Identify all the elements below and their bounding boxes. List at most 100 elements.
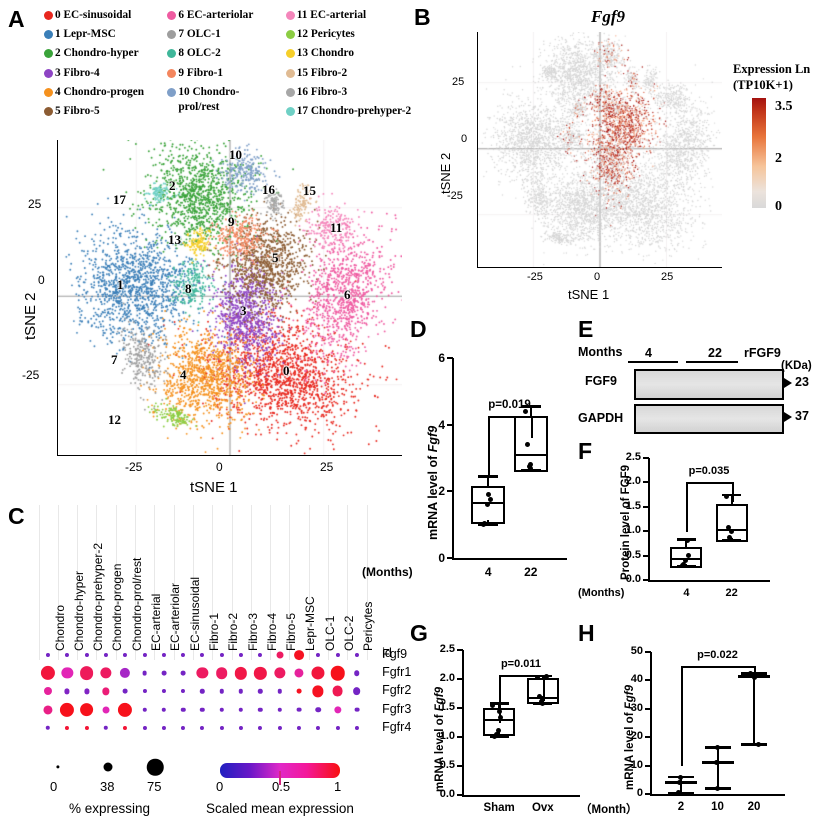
size-legend-dot bbox=[56, 765, 60, 769]
x-category-label: 2 bbox=[677, 801, 685, 813]
dot-plot-dot bbox=[161, 670, 167, 676]
sig-bracket-right bbox=[731, 482, 734, 502]
y-tick-label: 6 bbox=[438, 351, 445, 365]
size-legend-tick: 75 bbox=[147, 779, 162, 794]
dot-plot-dot bbox=[219, 707, 224, 712]
cluster-label-17: 17 bbox=[113, 192, 126, 207]
y-axis bbox=[650, 652, 652, 795]
data-point bbox=[486, 492, 492, 498]
blot-row-label-fgf9: FGF9 bbox=[585, 374, 617, 388]
cluster-label-7: 7 bbox=[111, 352, 118, 367]
dot-plot-dot bbox=[84, 725, 89, 730]
legend-swatch-0 bbox=[44, 11, 53, 20]
dot-plot-column-divider bbox=[57, 505, 59, 660]
legend-swatch-12 bbox=[285, 30, 295, 40]
data-point bbox=[493, 731, 499, 737]
y-tick-label: 1.5 bbox=[439, 701, 455, 713]
dot-plot-dot bbox=[61, 667, 73, 679]
dot-plot-row-label: Fgf9 bbox=[382, 647, 408, 661]
boxplot-panel-h: 0 10 20 30 40 50 2 10 20 p=0.022 （Month） mRNA level… bbox=[570, 620, 824, 823]
y-tick bbox=[645, 707, 651, 710]
legend-item: 1 Lepr-MSC bbox=[44, 25, 167, 44]
y-tick bbox=[447, 557, 453, 559]
y-tick bbox=[447, 357, 453, 359]
y-tick-label: 0 bbox=[438, 551, 445, 565]
cluster-label-8: 8 bbox=[185, 281, 192, 296]
y-axis-title: mRNA level of Fgf9 bbox=[434, 686, 446, 792]
x-axis-prefix-label: （Month） bbox=[580, 804, 638, 816]
blot-mw-37: 37 bbox=[795, 409, 809, 423]
legend-item: 16 Fibro-3 bbox=[285, 83, 419, 102]
legend-label: 2 Chondro-hyper bbox=[55, 47, 139, 60]
dot-plot-dot bbox=[332, 685, 343, 697]
dot-plot-column-label: Fibro-3 bbox=[245, 612, 260, 651]
cluster-label-10: 10 bbox=[229, 147, 242, 162]
y-tick-label: 1.0 bbox=[625, 524, 641, 537]
y-tick-label: 2.5 bbox=[439, 643, 455, 655]
sig-bracket-left bbox=[681, 666, 683, 766]
panel-b-ytick-0: 0 bbox=[461, 133, 468, 145]
x-axis bbox=[648, 580, 770, 582]
y-axis bbox=[462, 650, 464, 796]
dot-plot-dot bbox=[219, 689, 224, 694]
panel-b-y-axis bbox=[477, 32, 479, 268]
panel-a-ytick-25: 25 bbox=[28, 197, 42, 211]
blot-group-22-underline bbox=[686, 361, 738, 363]
dot-plot-dot bbox=[123, 652, 128, 658]
x-category-label: Sham bbox=[483, 802, 515, 814]
cluster-label-12: 12 bbox=[108, 412, 121, 427]
data-point bbox=[539, 696, 545, 702]
dot-plot-dot bbox=[43, 705, 53, 715]
p-value-label: p=0.035 bbox=[688, 465, 730, 477]
panel-a-x-axis-title: tSNE 1 bbox=[190, 479, 238, 496]
y-axis-title: mRNA level of Fgf9 bbox=[426, 425, 440, 540]
dot-plot-dot bbox=[296, 707, 302, 712]
dot-plot-dot bbox=[181, 725, 186, 730]
dot-plot-dot bbox=[316, 652, 321, 658]
legend-label: 5 Fibro-5 bbox=[55, 104, 100, 117]
sig-bracket-top bbox=[686, 482, 732, 484]
tsne-plot-a bbox=[57, 140, 402, 455]
panel-a-y-axis-title: tSNE 2 bbox=[22, 292, 39, 340]
legend-swatch-10 bbox=[167, 87, 177, 97]
x-category-label: 4 bbox=[484, 565, 492, 579]
dot-plot-dot bbox=[65, 725, 70, 730]
y-tick bbox=[645, 651, 651, 653]
y-tick-label: 20 bbox=[630, 730, 643, 743]
colorbar-gradient bbox=[752, 98, 766, 208]
data-point bbox=[676, 789, 682, 795]
y-tick-label: 0.0 bbox=[625, 573, 641, 585]
whisker-cap-bottom bbox=[740, 743, 767, 746]
sig-bracket-right bbox=[530, 416, 533, 438]
legend-swatch-5 bbox=[44, 106, 53, 116]
colorbar-tick-mid: 2 bbox=[775, 151, 782, 166]
legend-label: 4 Chondro-progen bbox=[55, 85, 145, 98]
whisker-vertical bbox=[752, 673, 755, 745]
panel-label-h: H bbox=[578, 620, 595, 646]
sig-bracket-right bbox=[753, 666, 756, 676]
legend-item: 0 EC-sinusoidal bbox=[44, 6, 167, 25]
box-iqr bbox=[670, 546, 703, 568]
tsne-plot-b bbox=[477, 32, 722, 267]
dot-plot-dot bbox=[40, 666, 56, 681]
panel-label-b: B bbox=[414, 4, 431, 30]
y-tick bbox=[643, 481, 649, 484]
panel-label-a: A bbox=[8, 6, 25, 32]
dot-plot-dot bbox=[277, 707, 282, 712]
dot-plot-dot bbox=[219, 652, 224, 658]
cluster-label-11: 11 bbox=[330, 220, 343, 235]
legend-swatch-17 bbox=[285, 106, 295, 116]
dot-plot-dot bbox=[43, 687, 53, 696]
dot-plot-row-label: Fgfr4 bbox=[382, 719, 412, 734]
dot-plot-column-label: EC-sinusoidal bbox=[187, 576, 202, 651]
dot-plot-id-label: id bbox=[382, 646, 392, 660]
dot-plot-dot bbox=[354, 670, 360, 676]
data-point bbox=[496, 727, 502, 733]
p-value-label: p=0.019 bbox=[488, 399, 531, 411]
legend-item: 15 Fibro-2 bbox=[285, 64, 419, 83]
dot-plot-dot bbox=[330, 665, 345, 681]
x-axis-prefix-label: (Months) bbox=[362, 565, 413, 579]
dot-plot-dot bbox=[296, 688, 302, 694]
panel-b-x-axis-title: tSNE 1 bbox=[568, 287, 610, 302]
y-tick bbox=[643, 505, 649, 508]
